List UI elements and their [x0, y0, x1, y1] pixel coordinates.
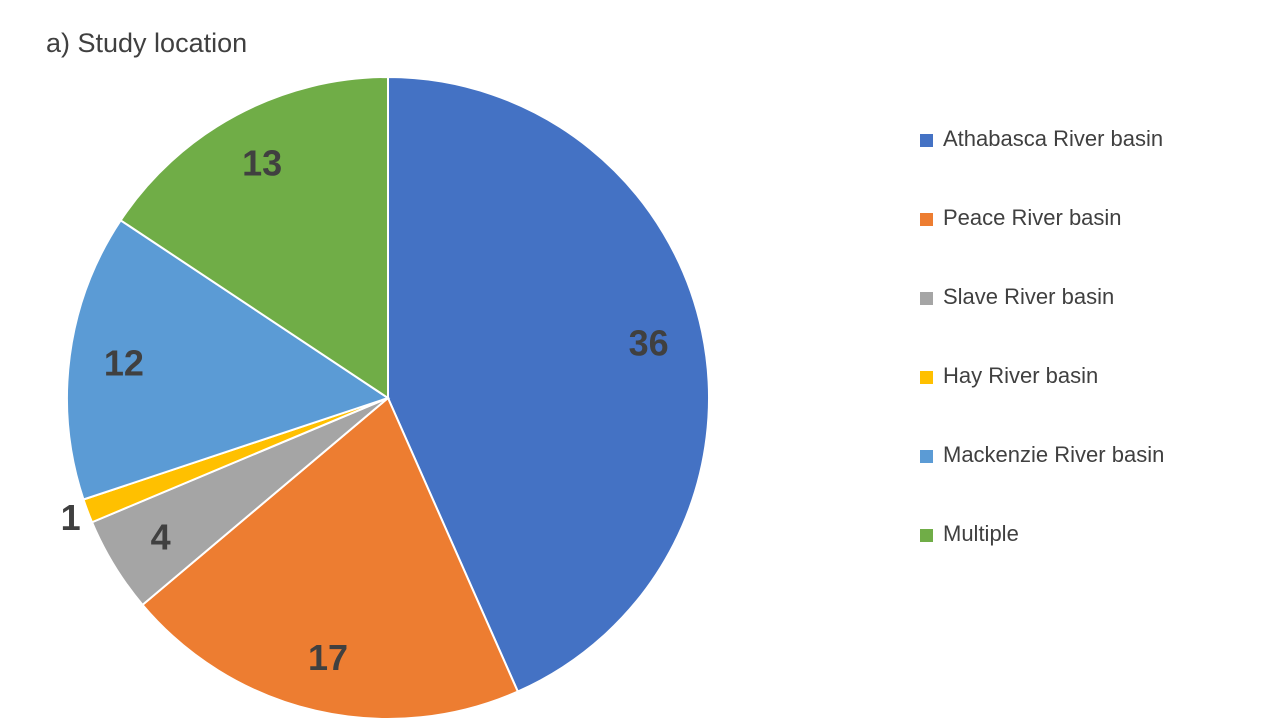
pie-slice-athabasca-river-basin [387, 75, 711, 693]
legend: Athabasca River basin Peace River basin Sl… [920, 126, 1164, 600]
pie-slice-multiple [119, 75, 389, 400]
legend-label: Slave River basin [943, 284, 1115, 309]
legend-item-mackenzie-river-basin: Mackenzie River basin [920, 442, 1164, 521]
data-label-mackenzie-river-basin: 12 [104, 342, 144, 383]
data-label-slave-river-basin: 4 [151, 516, 171, 557]
legend-label: Hay River basin [943, 363, 1099, 388]
data-label-multiple: 13 [242, 143, 282, 184]
pie-data-labels: 36 17 4 1 12 13 [61, 143, 669, 678]
legend-swatch [920, 213, 933, 226]
pie-slice-peace-river-basin [141, 396, 520, 720]
legend-swatch [920, 529, 933, 542]
data-label-athabasca-river-basin: 36 [629, 322, 669, 363]
legend-label: Multiple [943, 521, 1019, 546]
legend-item-slave-river-basin: Slave River basin [920, 284, 1164, 363]
legend-swatch [920, 371, 933, 384]
legend-item-multiple: Multiple [920, 521, 1164, 600]
legend-item-athabasca-river-basin: Athabasca River basin [920, 126, 1164, 205]
data-label-peace-river-basin: 17 [308, 637, 348, 678]
legend-swatch [920, 134, 933, 147]
data-label-hay-river-basin: 1 [61, 497, 81, 538]
legend-item-peace-river-basin: Peace River basin [920, 205, 1164, 284]
legend-label: Peace River basin [943, 205, 1122, 230]
legend-label: Mackenzie River basin [943, 442, 1165, 467]
legend-swatch [920, 292, 933, 305]
legend-swatch [920, 450, 933, 463]
legend-item-hay-river-basin: Hay River basin [920, 363, 1164, 442]
pie-slice-mackenzie-river-basin [66, 218, 391, 501]
legend-label: Athabasca River basin [943, 126, 1164, 151]
chart-title: a) Study location [46, 28, 248, 58]
pie-slices [66, 75, 711, 720]
